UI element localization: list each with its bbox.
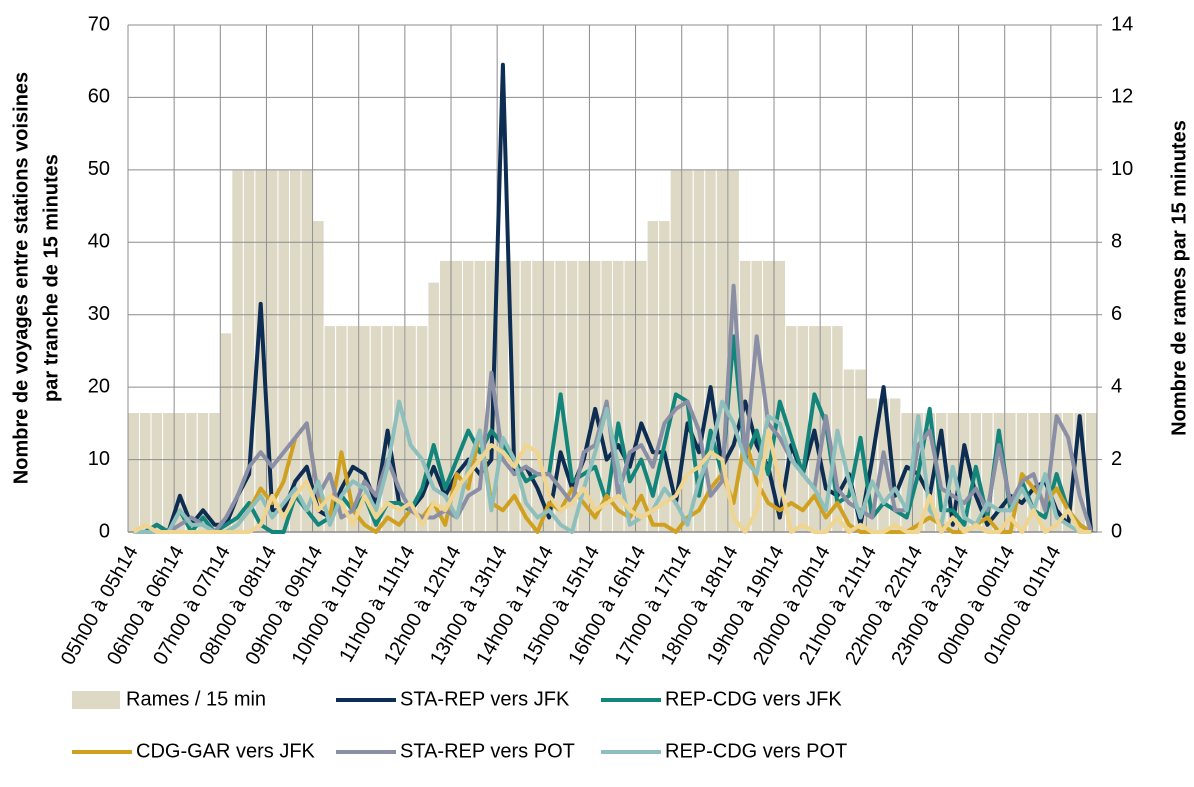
- legend-label: REP-CDG vers POT: [665, 740, 847, 762]
- y2-tick-label: 8: [1111, 231, 1122, 253]
- y2-tick-label: 0: [1111, 520, 1122, 542]
- y2-tick-label: 6: [1111, 303, 1122, 325]
- legend-label: STA-REP vers POT: [400, 740, 575, 762]
- y-axis-label: par tranche de 15 minutes: [40, 154, 62, 402]
- bar: [658, 220, 671, 533]
- y-tick-label: 50: [88, 158, 110, 180]
- line: [133, 283, 1094, 534]
- y2-tick-label: 12: [1111, 86, 1133, 108]
- line: [133, 421, 1093, 534]
- y-tick-label: 20: [88, 375, 110, 397]
- bar: [219, 332, 233, 533]
- bar: [208, 411, 221, 533]
- y-tick-label: 40: [88, 231, 110, 253]
- y2-tick-label: 10: [1111, 158, 1133, 180]
- y-tick-label: 70: [88, 13, 110, 35]
- bar: [150, 411, 164, 533]
- y2-axis-label: Nombre de rames par 15 minutes: [1168, 120, 1190, 436]
- y-tick-label: 10: [88, 448, 110, 470]
- y-axis-label: Nombre de voyages entre stations voisine…: [10, 72, 32, 484]
- legend-label: CDG-GAR vers JFK: [136, 740, 316, 762]
- y-tick-label: 30: [88, 303, 110, 325]
- line: [133, 399, 1092, 534]
- y-tick-label: 0: [99, 520, 110, 542]
- bar: [496, 259, 510, 533]
- bar: [635, 259, 648, 533]
- bar: [796, 325, 810, 533]
- legend-label: STA-REP vers JFK: [400, 688, 570, 710]
- bar: [231, 169, 244, 533]
- bar: [427, 281, 440, 533]
- y2-tick-label: 4: [1111, 375, 1122, 397]
- bar: [127, 411, 141, 533]
- y-tick-label: 60: [88, 86, 110, 108]
- legend-label: REP-CDG vers JFK: [665, 688, 842, 710]
- y2-tick-label: 14: [1111, 13, 1133, 35]
- bar: [623, 259, 637, 533]
- legend-swatch: [72, 691, 120, 709]
- line: [132, 428, 1092, 534]
- legend-label: Rames / 15 min: [126, 688, 266, 710]
- bar: [588, 259, 602, 533]
- bar: [139, 411, 152, 533]
- y2-tick-label: 2: [1111, 448, 1122, 470]
